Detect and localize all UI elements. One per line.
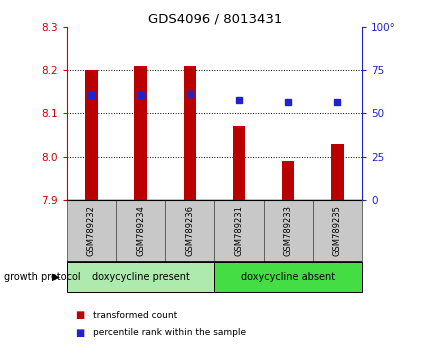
Text: GSM789235: GSM789235 <box>332 206 341 256</box>
Bar <box>331 144 343 200</box>
Text: growth protocol: growth protocol <box>4 272 81 282</box>
Bar <box>85 70 97 200</box>
Text: GSM789232: GSM789232 <box>87 206 96 256</box>
Bar <box>165 200 214 262</box>
Text: GSM789233: GSM789233 <box>283 205 292 257</box>
Text: ■: ■ <box>75 310 84 320</box>
Bar <box>312 200 361 262</box>
Text: GSM789234: GSM789234 <box>136 206 145 256</box>
Bar <box>116 200 165 262</box>
Text: transformed count: transformed count <box>92 310 176 320</box>
Bar <box>214 262 361 292</box>
Bar <box>281 161 294 200</box>
Text: doxycycline present: doxycycline present <box>92 272 189 282</box>
Bar <box>232 126 245 200</box>
Bar <box>263 200 312 262</box>
Text: percentile rank within the sample: percentile rank within the sample <box>92 328 245 337</box>
Text: GSM789236: GSM789236 <box>185 205 194 257</box>
Text: GDS4096 / 8013431: GDS4096 / 8013431 <box>148 12 282 25</box>
Text: ■: ■ <box>75 328 84 338</box>
Text: ▶: ▶ <box>52 272 60 282</box>
Bar <box>214 200 263 262</box>
Text: doxycycline absent: doxycycline absent <box>241 272 335 282</box>
Bar <box>67 262 214 292</box>
Text: GSM789231: GSM789231 <box>234 206 243 256</box>
Bar <box>134 65 147 200</box>
Bar <box>183 65 196 200</box>
Bar <box>67 200 116 262</box>
